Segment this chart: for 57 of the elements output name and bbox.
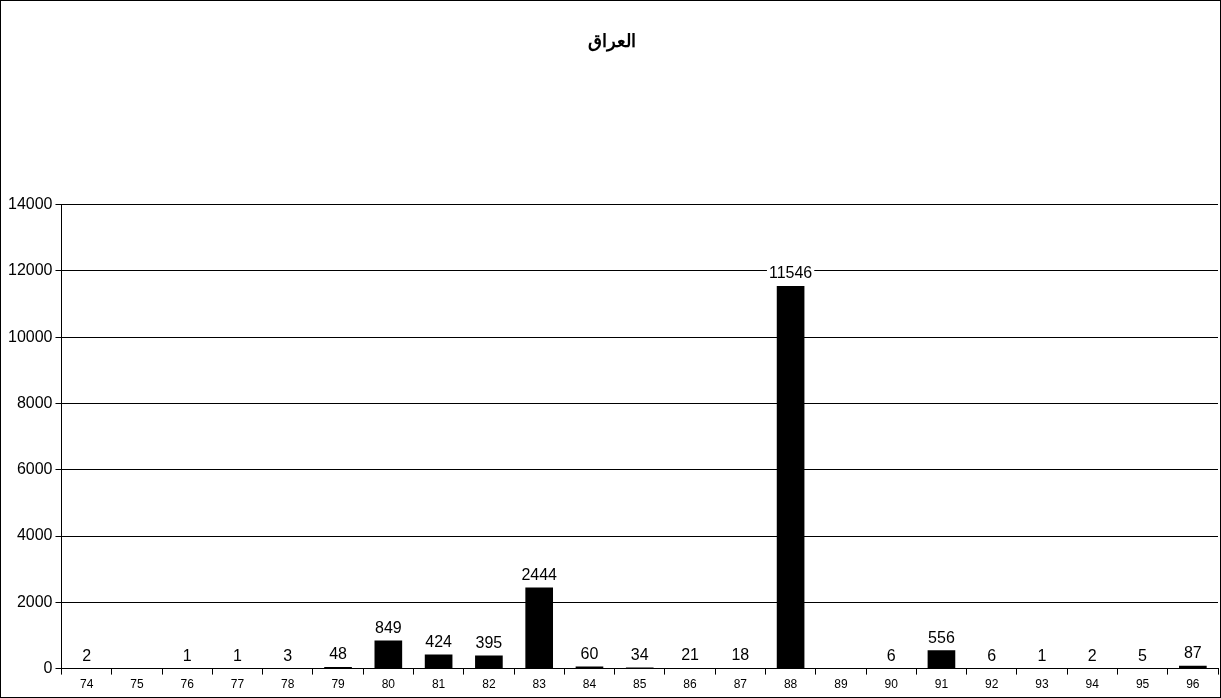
data-label: 849 <box>374 618 402 636</box>
bar <box>374 640 403 669</box>
data-label: 395 <box>475 633 503 651</box>
x-tick-label: 91 <box>934 677 949 692</box>
data-label: 556 <box>928 628 955 646</box>
y-tick-label: 4000 <box>16 526 53 544</box>
y-tick-label: 6000 <box>16 460 53 478</box>
x-tick-label: 81 <box>431 677 446 692</box>
bar <box>475 655 503 669</box>
chart-title: العراق <box>587 30 636 52</box>
x-tick-label: 74 <box>79 677 94 692</box>
data-label: 34 <box>630 645 649 663</box>
x-tick-label: 84 <box>582 677 597 692</box>
x-tick-label: 87 <box>733 677 748 692</box>
x-tick-label: 83 <box>532 677 547 692</box>
x-tick-label: 88 <box>783 677 798 692</box>
data-label: 6 <box>886 646 896 664</box>
x-tick-label: 79 <box>331 677 346 692</box>
x-tick-label: 80 <box>381 677 396 692</box>
y-tick-label: 2000 <box>16 592 53 610</box>
data-label: 18 <box>731 646 750 664</box>
data-label: 6 <box>987 646 997 664</box>
x-tick-label: 82 <box>482 677 496 692</box>
data-label: 5 <box>1138 646 1148 664</box>
x-tick-label: 94 <box>1085 677 1100 692</box>
data-label: 3 <box>283 646 293 664</box>
x-tick-label: 89 <box>834 677 848 692</box>
x-tick-label: 75 <box>130 677 144 692</box>
x-tick-label: 76 <box>180 677 195 692</box>
y-tick-label: 12000 <box>7 261 53 279</box>
data-label: 21 <box>681 646 700 664</box>
x-tick-label: 85 <box>633 677 647 692</box>
y-tick-label: 8000 <box>16 393 53 411</box>
y-tick-label: 0 <box>43 659 53 677</box>
x-tick-label: 78 <box>281 677 295 692</box>
x-tick-label: 86 <box>683 677 698 692</box>
x-tick-label: 95 <box>1135 677 1150 692</box>
x-tick-label: 90 <box>884 677 899 692</box>
y-tick-label: 10000 <box>7 327 53 345</box>
x-tick-label: 92 <box>985 677 999 692</box>
x-tick-label: 77 <box>230 677 245 692</box>
data-label: 2 <box>82 646 92 664</box>
x-tick-label: 96 <box>1186 677 1200 692</box>
data-label: 11546 <box>768 264 813 282</box>
data-label: 60 <box>580 645 599 663</box>
data-label: 424 <box>425 632 453 650</box>
data-label: 87 <box>1183 644 1202 662</box>
y-tick-label: 14000 <box>7 195 53 213</box>
data-label: 48 <box>329 645 348 663</box>
x-tick-label: 93 <box>1035 677 1049 692</box>
data-label: 2444 <box>521 566 558 584</box>
data-label: 1 <box>233 646 243 664</box>
data-label: 1 <box>182 646 192 664</box>
data-label: 1 <box>1037 646 1047 664</box>
data-label: 2 <box>1087 646 1097 664</box>
bar <box>927 650 956 669</box>
bar <box>424 654 453 669</box>
